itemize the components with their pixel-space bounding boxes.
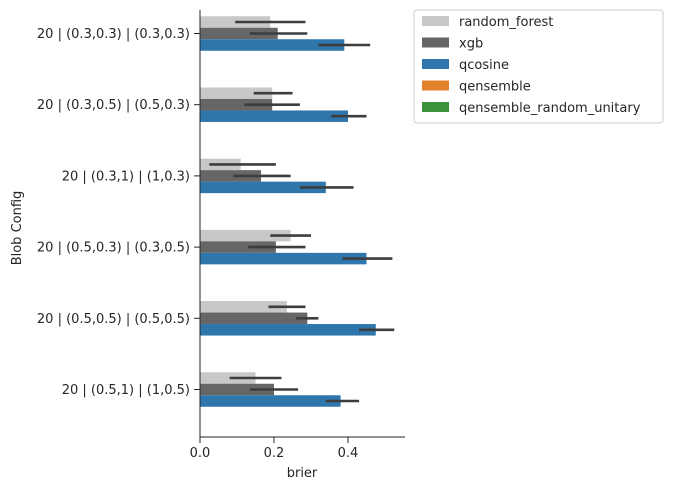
legend-entry: qensemble_random_unitary xyxy=(459,101,641,116)
y-tick-label: 20 | (0.3,0.3) | (0.3,0.3) xyxy=(37,27,190,42)
x-tick-label: 0.4 xyxy=(338,446,359,461)
legend-entry: qensemble xyxy=(459,80,531,95)
y-tick-label: 20 | (0.5,1) | (1,0.5) xyxy=(62,383,190,398)
legend-swatch xyxy=(422,16,449,26)
legend-swatch xyxy=(422,102,449,112)
y-ticks: 20 | (0.3,0.3) | (0.3,0.3) 20 | (0.3,0.5)… xyxy=(37,27,200,398)
error-bars-layer xyxy=(209,20,395,403)
bar xyxy=(200,372,256,384)
legend-entry: qcosine xyxy=(459,58,509,73)
y-tick-label: 20 | (0.3,0.5) | (0.5,0.3) xyxy=(37,98,190,113)
legend-swatch xyxy=(422,80,449,91)
legend-entry: random_forest xyxy=(459,15,553,30)
y-tick-label: 20 | (0.5,0.5) | (0.5,0.5) xyxy=(37,312,190,327)
bar xyxy=(200,241,276,253)
y-axis-label: Blob Config xyxy=(10,191,25,266)
legend-entry: xgb xyxy=(459,37,483,52)
x-tick-label: 0.2 xyxy=(264,446,285,461)
bar xyxy=(200,324,376,336)
legend-swatch xyxy=(422,37,449,48)
bar xyxy=(200,312,308,325)
bar xyxy=(200,252,367,265)
bar xyxy=(200,110,348,122)
x-axis-label: brier xyxy=(287,466,318,481)
legend-frame xyxy=(413,9,664,124)
bar xyxy=(200,39,345,51)
y-tick-label: 20 | (0.5,0.3) | (0.3,0.5) xyxy=(37,241,190,256)
bars-layer xyxy=(200,16,376,407)
bar xyxy=(200,87,273,99)
bar xyxy=(200,170,262,182)
y-tick-label: 20 | (0.3,1) | (1,0.3) xyxy=(62,169,190,184)
x-tick-label: 0.0 xyxy=(190,446,211,461)
bar xyxy=(200,383,274,396)
bar xyxy=(200,181,326,194)
bar xyxy=(200,229,291,242)
legend-swatch xyxy=(422,59,449,69)
bar xyxy=(200,27,278,40)
bar xyxy=(200,301,287,313)
x-ticks: 0.0 0.2 0.4 xyxy=(190,437,359,461)
bar xyxy=(200,395,341,407)
bar xyxy=(200,98,273,111)
